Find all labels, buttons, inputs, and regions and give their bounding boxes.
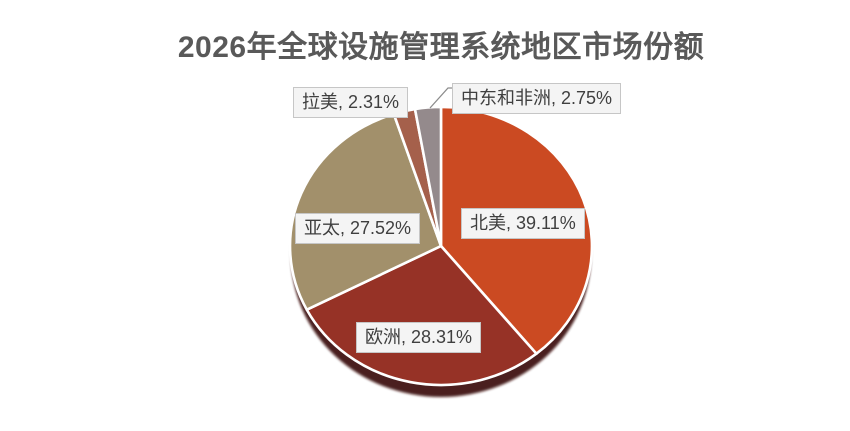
pie-slice-middle-east-africa [413,105,443,248]
data-label-latin-america: 拉美, 2.31% [293,87,409,118]
data-label-europe: 欧洲, 28.31% [356,322,482,353]
data-label-middle-east-africa: 中东和非洲, 2.75% [452,83,622,114]
data-label-asia-pacific: 亚太, 27.52% [295,213,421,244]
leader-line-middle-east-africa [429,87,453,109]
data-label-north-america: 北美, 39.11% [461,208,585,239]
chart-title: 2026年全球设施管理系统地区市场份额 [177,31,705,64]
pie-slice-asia-pacific [288,112,443,311]
